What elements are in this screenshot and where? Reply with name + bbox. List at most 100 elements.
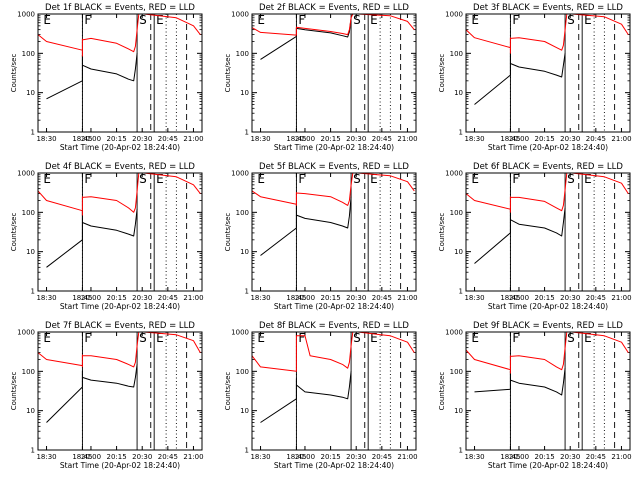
series-events	[474, 368, 566, 396]
y-tick-label: 1000	[445, 329, 463, 337]
x-tick-label: 20:00	[509, 453, 529, 461]
marker-label: E	[156, 13, 164, 27]
panel-det-4: Det 4f BLACK = Events, RED = LLD Counts/s…	[10, 162, 204, 311]
x-axis-label: Start Time (20-Apr-02 18:24:40)	[488, 143, 608, 152]
plot-frame	[251, 172, 417, 292]
y-tick-label: 100	[22, 209, 35, 217]
x-tick-label: 18:30	[36, 294, 56, 302]
marker-label: F	[512, 331, 519, 345]
x-axis-label: Start Time (20-Apr-02 18:24:40)	[60, 143, 180, 152]
plot-frame	[37, 172, 203, 292]
y-axis-label: Counts/sec	[224, 372, 232, 411]
panel-title: Det 4f BLACK = Events, RED = LLD	[45, 162, 195, 172]
marker-label: F	[84, 172, 91, 186]
series-events	[474, 52, 566, 105]
x-tick-label: 18:45	[500, 294, 520, 302]
marker-label: F	[84, 13, 91, 27]
x-axis-label: Start Time (20-Apr-02 18:24:40)	[488, 461, 608, 470]
y-tick-label: 100	[450, 50, 463, 58]
y-tick-label: 10	[26, 248, 35, 256]
x-tick-label: 18:30	[250, 453, 270, 461]
panel-det-6: Det 6f BLACK = Events, RED = LLD Counts/s…	[438, 162, 632, 311]
x-tick-label: 20:15	[106, 294, 126, 302]
x-axis-label: Start Time (20-Apr-02 18:24:40)	[60, 302, 180, 311]
x-tick-label: 20:00	[81, 453, 101, 461]
x-tick-label: 18:45	[286, 294, 306, 302]
x-tick-label: 21:00	[611, 135, 631, 143]
x-axis-label: Start Time (20-Apr-02 18:24:40)	[60, 461, 180, 470]
marker-label: E	[370, 172, 378, 186]
panel-title: Det 5f BLACK = Events, RED = LLD	[259, 162, 409, 172]
x-tick-label: 20:00	[295, 453, 315, 461]
marker-label: E	[471, 172, 479, 186]
y-tick-label: 10	[26, 89, 35, 97]
panel-det-9: Det 9f BLACK = Events, RED = LLD Counts/s…	[438, 321, 632, 470]
x-axis-label: Start Time (20-Apr-02 18:24:40)	[274, 461, 394, 470]
panel-title: Det 9f BLACK = Events, RED = LLD	[473, 321, 623, 331]
x-tick-label: 20:15	[106, 135, 126, 143]
y-tick-label: 1000	[17, 329, 35, 337]
series-lld	[465, 172, 629, 213]
marker-label: S	[353, 172, 361, 186]
y-tick-label: 10	[454, 89, 463, 97]
series-events	[260, 371, 352, 423]
x-tick-label: 18:45	[72, 453, 92, 461]
y-tick-label: 100	[236, 209, 249, 217]
x-tick-label: 20:45	[158, 135, 178, 143]
marker-label: S	[353, 13, 361, 27]
y-tick-label: 1	[459, 447, 463, 455]
marker-label: S	[139, 13, 147, 27]
y-tick-label: 1000	[17, 170, 35, 178]
y-tick-label: 1	[31, 129, 35, 137]
y-tick-label: 10	[240, 407, 249, 415]
x-tick-label: 21:00	[397, 294, 417, 302]
x-tick-label: 20:45	[586, 453, 606, 461]
x-tick-label: 20:30	[132, 453, 152, 461]
plot-frame	[465, 172, 631, 292]
series-lld	[465, 331, 629, 374]
x-tick-label: 18:30	[464, 135, 484, 143]
marker-label: E	[156, 172, 164, 186]
plot-frame	[37, 13, 203, 133]
marker-label: E	[43, 13, 51, 27]
plot-frame	[465, 331, 631, 451]
x-tick-label: 20:15	[320, 453, 340, 461]
x-tick-label: 18:30	[250, 294, 270, 302]
x-tick-label: 20:15	[534, 135, 554, 143]
y-tick-label: 100	[450, 368, 463, 376]
marker-label: E	[257, 331, 265, 345]
x-tick-label: 20:30	[346, 294, 366, 302]
x-tick-label: 20:30	[560, 453, 580, 461]
x-tick-label: 20:30	[346, 135, 366, 143]
series-events	[46, 364, 138, 423]
y-axis-label: Counts/sec	[10, 372, 18, 411]
marker-label: S	[139, 331, 147, 345]
x-axis-label: Start Time (20-Apr-02 18:24:40)	[274, 302, 394, 311]
series-events	[474, 207, 566, 264]
x-tick-label: 20:00	[509, 135, 529, 143]
marker-label: F	[298, 13, 305, 27]
y-tick-label: 1	[31, 447, 35, 455]
marker-label: E	[584, 331, 592, 345]
panel-title: Det 6f BLACK = Events, RED = LLD	[473, 162, 623, 172]
x-tick-label: 20:30	[132, 294, 152, 302]
marker-label: F	[84, 331, 91, 345]
y-tick-label: 100	[236, 368, 249, 376]
x-tick-label: 18:30	[464, 453, 484, 461]
y-tick-label: 10	[240, 89, 249, 97]
panel-det-3: Det 3f BLACK = Events, RED = LLD Counts/s…	[438, 3, 632, 152]
y-tick-label: 10	[454, 248, 463, 256]
y-axis-label: Counts/sec	[438, 213, 446, 252]
marker-label: E	[471, 331, 479, 345]
series-lld	[251, 331, 415, 372]
y-axis-label: Counts/sec	[438, 54, 446, 93]
x-axis-label: Start Time (20-Apr-02 18:24:40)	[488, 302, 608, 311]
x-tick-label: 21:00	[397, 135, 417, 143]
x-tick-label: 20:30	[132, 135, 152, 143]
x-tick-label: 18:45	[72, 135, 92, 143]
y-tick-label: 100	[236, 50, 249, 58]
y-tick-label: 1000	[231, 11, 249, 19]
marker-label: S	[567, 172, 575, 186]
y-axis-label: Counts/sec	[224, 213, 232, 252]
